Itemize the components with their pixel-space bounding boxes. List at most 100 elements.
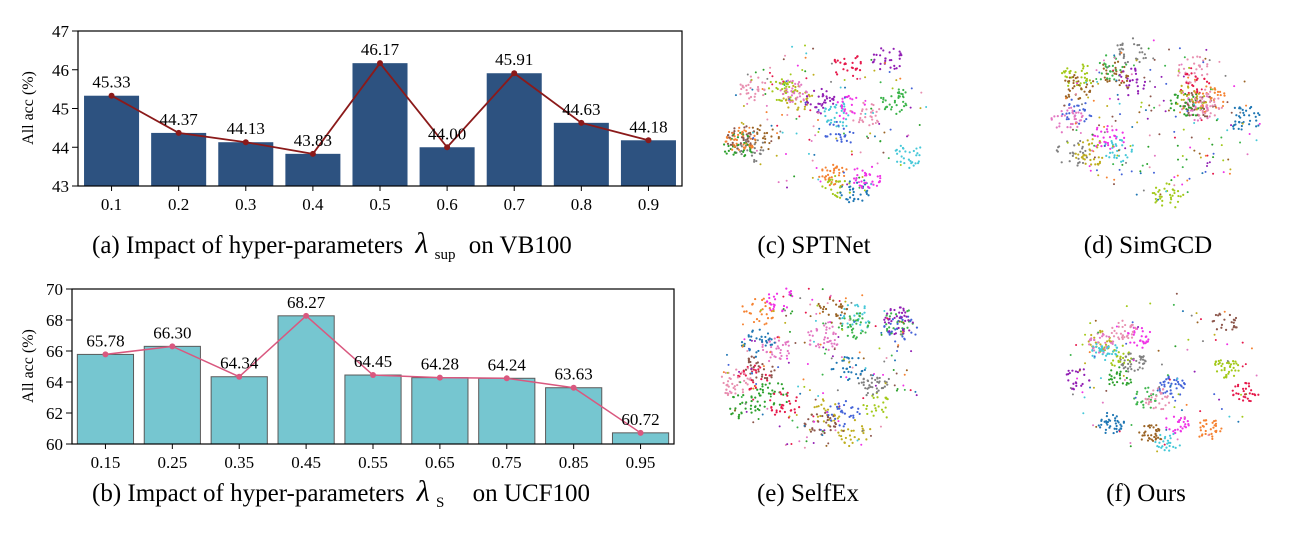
tsne-point (1068, 89, 1072, 92)
tsne-point (742, 143, 745, 146)
tsne-point (749, 360, 752, 364)
tsne-point (871, 118, 874, 121)
tsne-point (753, 158, 756, 162)
tsne-point (813, 420, 816, 423)
tsne-point (783, 87, 786, 90)
x-tick-label: 0.9 (638, 195, 659, 214)
tsne-point (1202, 113, 1205, 117)
tsne-point (1188, 66, 1191, 69)
tsne-point (1185, 94, 1189, 97)
tsne-point (727, 144, 730, 148)
bar (344, 374, 402, 445)
tsne-point (1199, 156, 1202, 159)
tsne-point (1160, 407, 1163, 411)
tsne-point (1134, 69, 1137, 72)
tsne-point (764, 93, 767, 96)
tsne-point (1255, 125, 1258, 128)
tsne-point (1127, 353, 1130, 356)
tsne-point (1137, 325, 1140, 328)
tsne-point (1129, 145, 1132, 148)
tsne-point (763, 132, 766, 135)
tsne-point (749, 142, 752, 145)
tsne-point (882, 98, 885, 101)
tsne-point (1074, 381, 1077, 384)
tsne-point (1158, 195, 1161, 198)
tsne-point (726, 384, 729, 387)
tsne-point (744, 368, 748, 371)
tsne-point (826, 135, 829, 138)
tsne-point (887, 318, 891, 321)
tsne-point (1108, 97, 1111, 100)
tsne-point (861, 176, 864, 179)
tsne-point (761, 141, 765, 144)
tsne-point (1111, 143, 1115, 146)
chart-b-trend-line (102, 312, 644, 436)
tsne-point (788, 80, 791, 84)
tsne-point (841, 411, 844, 414)
tsne-point (1201, 110, 1204, 113)
tsne-point (878, 122, 881, 125)
tsne-point (1183, 415, 1186, 418)
tsne-point (1166, 442, 1169, 445)
tsne-point (753, 138, 757, 141)
tsne-point (1116, 380, 1119, 384)
tsne-point (754, 385, 757, 388)
tsne-point (743, 147, 746, 150)
tsne-point (1102, 59, 1105, 62)
tsne-point (1209, 88, 1212, 91)
tsne-point (822, 106, 825, 109)
tsne-point (840, 311, 843, 314)
tsne-point (872, 112, 875, 115)
tsne-point (757, 365, 760, 368)
tsne-point (819, 180, 822, 183)
tsne-point (1127, 336, 1130, 340)
tsne-point (1141, 330, 1144, 333)
tsne-point (817, 119, 820, 122)
tsne-point (835, 405, 839, 408)
tsne-point (1113, 427, 1116, 430)
tsne-point (1073, 74, 1076, 77)
data-label: 64.34 (220, 354, 259, 373)
tsne-point (866, 412, 869, 416)
tsne-point (1223, 366, 1226, 370)
tsne-point (878, 380, 881, 383)
tsne-point (839, 375, 843, 379)
tsne-point (1072, 382, 1075, 385)
tsne-point (1231, 360, 1235, 363)
tsne-point (1144, 397, 1147, 400)
tsne-point (1079, 139, 1082, 143)
tsne-point (906, 309, 909, 313)
chart-a-ylabel: All acc (%) (20, 71, 37, 145)
tsne-point (1131, 323, 1134, 326)
tsne-point (885, 327, 889, 331)
tsne-point (1113, 376, 1116, 379)
tsne-point (809, 109, 812, 112)
tsne-point (1102, 67, 1105, 70)
tsne-point (785, 85, 788, 88)
tsne-point (871, 109, 874, 112)
tsne-point (804, 56, 807, 59)
tsne-point (761, 388, 764, 392)
tsne-point (825, 444, 828, 447)
tsne-point (763, 376, 767, 380)
bar (419, 147, 475, 186)
tsne-point (1198, 56, 1202, 59)
tsne-point (1218, 60, 1221, 63)
tsne-point (750, 399, 753, 403)
tsne-point (741, 391, 745, 394)
tsne-point (1113, 154, 1116, 157)
tsne-point (767, 147, 770, 151)
tsne-point (885, 416, 888, 419)
tsne-point (1066, 116, 1069, 119)
tsne-point (874, 409, 878, 412)
tsne-point (1095, 345, 1098, 349)
tsne-point (1154, 86, 1157, 89)
tsne-point (1124, 153, 1127, 157)
chart-a-caption: (a) Impact of hyper-parameters λ sup on … (92, 227, 572, 265)
tsne-point (1092, 349, 1096, 352)
tsne-point (866, 391, 869, 395)
tsne-point (835, 125, 838, 128)
tsne-point (1084, 362, 1087, 365)
tsne-point (1162, 380, 1165, 384)
tsne-point (745, 410, 748, 413)
